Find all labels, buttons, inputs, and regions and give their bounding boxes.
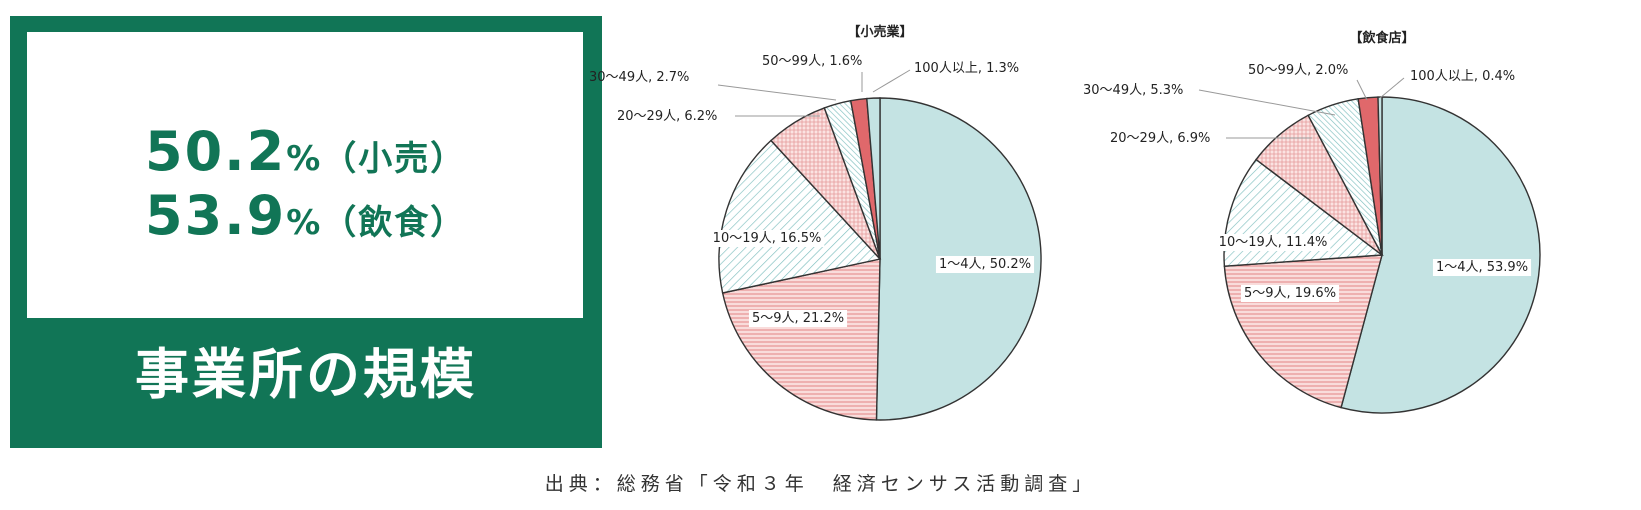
food-label-100plus: 100人以上, 0.4%	[1410, 69, 1515, 84]
retail-suffix: %（小売）	[286, 139, 467, 179]
food-label-50-99: 50～99人, 2.0%	[1248, 63, 1348, 78]
food-suffix: %（飲食）	[286, 203, 467, 243]
retail-slice-100plus	[866, 97, 881, 260]
retail-label-5-9: 5～9人, 21.2%	[752, 311, 844, 326]
food-chart-title: 【飲食店】	[1349, 30, 1414, 46]
food-label-5-9: 5～9人, 19.6%	[1244, 286, 1336, 301]
retail-label-100plus: 100人以上, 1.3%	[914, 61, 1019, 76]
food-leader-30-49	[1198, 89, 1336, 116]
food-stat: 53.9%（飲食）	[145, 184, 466, 247]
source-note: 出典：総務省「令和３年 経済センサス活動調査」	[544, 473, 1097, 495]
retail-slice-10-19	[718, 139, 882, 294]
retail-label-50-99: 50～99人, 1.6%	[762, 54, 862, 69]
retail-label-1-4: 1～4人, 50.2%	[939, 257, 1031, 272]
food-slice-1-4	[1340, 96, 1541, 414]
retail-pie-chart: 【小売業】 1～4人, 50.2% 5～9人, 21.2% 10～19人, 16.5%…	[589, 24, 1042, 421]
retail-label-bg-5-9	[748, 310, 848, 327]
retail-leader-30-49	[717, 84, 837, 101]
retail-leader-100plus	[872, 69, 911, 93]
card-title: 事業所の規模	[135, 343, 477, 406]
food-label-bg-5-9	[1240, 285, 1340, 302]
retail-chart-title: 【小売業】	[847, 24, 912, 40]
summary-stats-box	[27, 32, 583, 318]
retail-label-bg-10-19	[709, 230, 825, 247]
food-slice-100plus	[1377, 96, 1383, 256]
food-percent: 53.9	[145, 184, 287, 247]
retail-label-30-49: 30～49人, 2.7%	[589, 70, 689, 85]
retail-label-10-19: 10～19人, 16.5%	[713, 231, 822, 246]
food-label-20-29: 20～29人, 6.9%	[1110, 131, 1210, 146]
pie-charts: 【小売業】 1～4人, 50.2% 5～9人, 21.2% 10～19人, 16.5%…	[589, 24, 1541, 421]
food-label-bg-10-19	[1215, 234, 1331, 251]
retail-label-bg-1-4	[935, 256, 1035, 273]
retail-label-20-29: 20～29人, 6.2%	[617, 109, 717, 124]
food-label-1-4: 1～4人, 53.9%	[1436, 260, 1528, 275]
food-label-10-19: 10～19人, 11.4%	[1219, 235, 1328, 250]
food-leader-100plus	[1379, 77, 1405, 99]
food-label-30-49: 30～49人, 5.3%	[1083, 83, 1183, 98]
retail-stat: 50.2%（小売）	[145, 120, 466, 183]
food-pie-chart: 【飲食店】 1～4人, 53.9% 5～9人, 19.6% 10～19人, 11.4%…	[1083, 30, 1541, 414]
food-leader-50-99	[1356, 79, 1368, 101]
food-label-bg-1-4	[1432, 259, 1532, 276]
summary-card: 50.2%（小売） 53.9%（飲食） 事業所の規模	[10, 16, 602, 448]
retail-percent: 50.2	[145, 120, 287, 183]
retail-slice-5-9	[721, 258, 881, 421]
